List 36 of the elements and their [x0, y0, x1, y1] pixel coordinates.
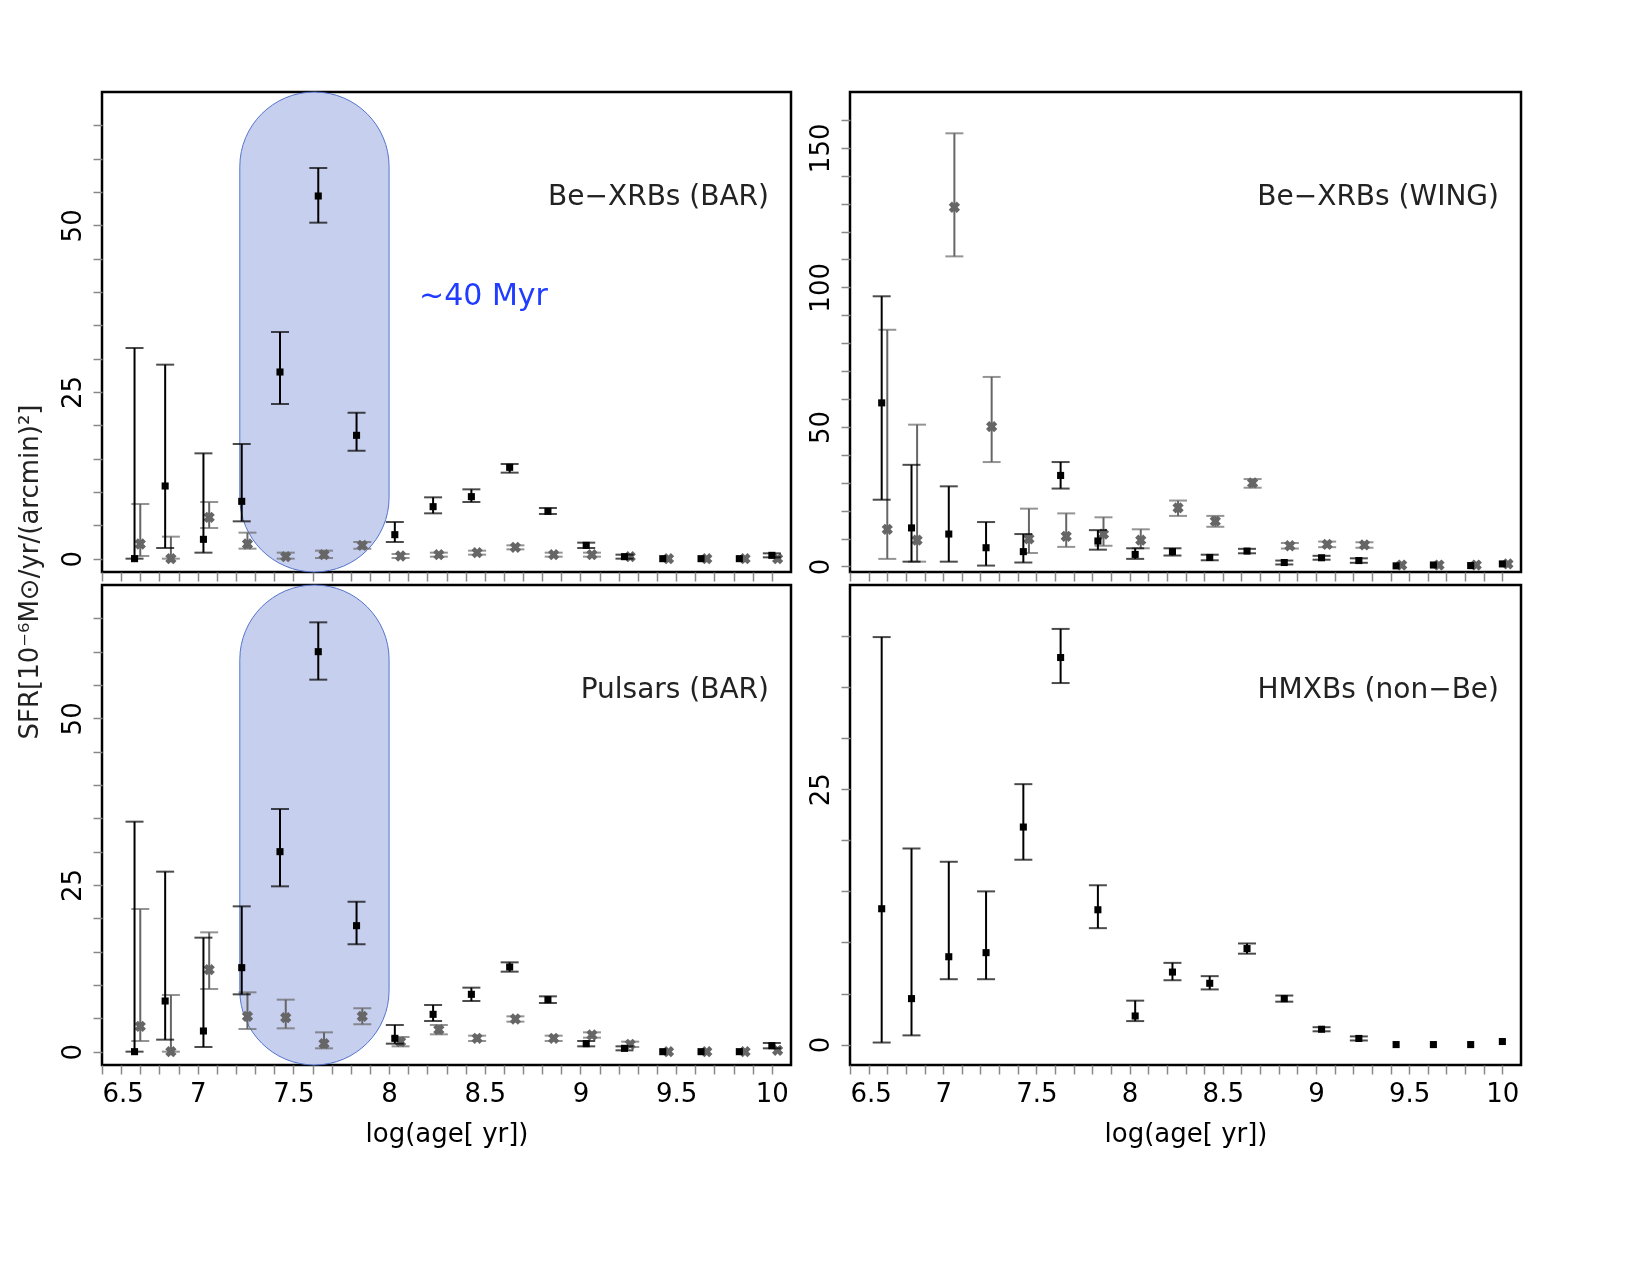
text: HMXBs (non−Be): [1257, 672, 1499, 705]
x-axis-title: log(age[ yr]): [1104, 1117, 1268, 1148]
y-tick-label: 0: [56, 1043, 87, 1061]
band-label: ~40 Myr: [419, 277, 549, 312]
y-tick-label: 0: [804, 558, 835, 576]
y-tick-label: 0: [804, 1036, 835, 1054]
x-tick-label: 7.5: [1016, 1077, 1058, 1108]
y-tick-label: 25: [56, 868, 87, 903]
x-tick-label: 9.5: [655, 1077, 698, 1108]
y-tick-label: 50: [804, 410, 835, 444]
text: Pulsars (BAR): [580, 672, 769, 705]
y-axis-title: SFR[10⁻⁶M⊙/yr/(arcmin)²]: [14, 404, 44, 740]
y-tick-label: 0: [56, 550, 87, 568]
x-tick-label: 6.5: [102, 1077, 144, 1108]
x-tick-label: 8: [1121, 1077, 1139, 1108]
y-tick-label: 50: [56, 702, 87, 736]
x-tick-label: 10: [755, 1077, 789, 1108]
text: Be−XRBs (WING): [1257, 179, 1499, 212]
x-tick-label: 8.5: [464, 1077, 506, 1108]
x-tick-label: 7.5: [273, 1077, 315, 1108]
y-tick-label: 150: [804, 123, 835, 174]
x-tick-label: 7: [935, 1077, 952, 1108]
x-tick-label: 6.5: [850, 1077, 892, 1108]
x-tick-label: 7: [189, 1077, 207, 1108]
x-tick-label: 10: [1486, 1077, 1520, 1108]
x-tick-label: 9: [572, 1077, 590, 1108]
y-tick-label: 50: [56, 209, 87, 243]
y-tick-label: 25: [804, 773, 835, 807]
x-tick-label: 8.5: [1202, 1077, 1244, 1108]
y-tick-label: 100: [804, 263, 835, 313]
x-tick-label: 9: [1308, 1077, 1325, 1108]
x-tick-label: 8: [381, 1077, 398, 1108]
y-tick-label: 25: [56, 375, 87, 410]
x-axis-title: log(age[ yr]): [365, 1117, 529, 1148]
text: Be−XRBs (BAR): [548, 179, 769, 212]
x-tick-label: 9.5: [1388, 1077, 1431, 1108]
